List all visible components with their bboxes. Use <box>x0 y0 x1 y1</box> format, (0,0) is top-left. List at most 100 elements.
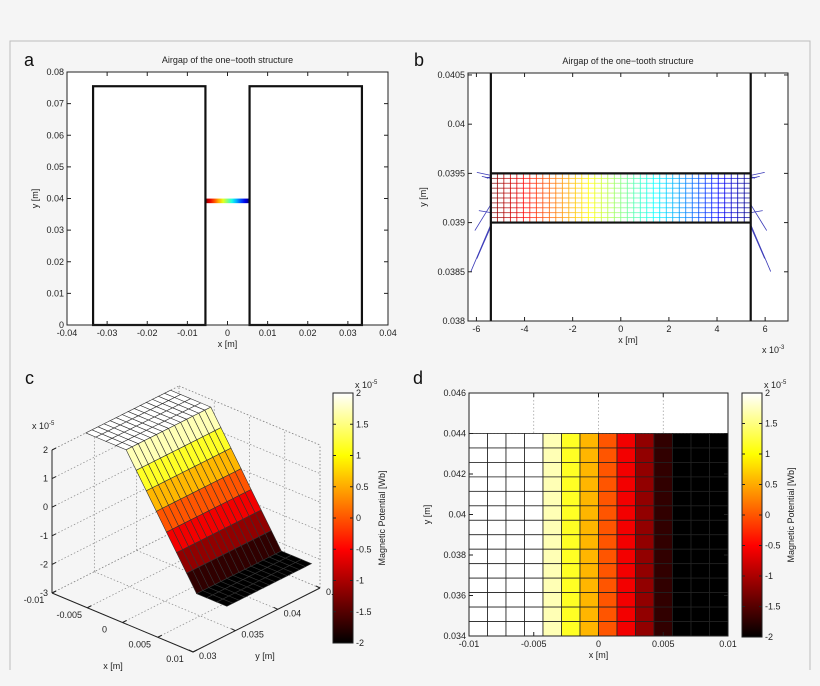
x-tick-label: 4 <box>715 324 720 334</box>
heatmap-cell <box>579 606 599 622</box>
colorbar-tick-label: 1 <box>356 451 361 461</box>
heatmap-cell <box>616 621 636 637</box>
heatmap-cell <box>468 606 488 622</box>
heatmap-cell <box>672 490 692 507</box>
heatmap-cell <box>690 577 710 594</box>
heatmap-cell <box>561 577 581 594</box>
airgap-field <box>205 198 250 204</box>
heatmap-cell <box>635 621 655 637</box>
heatmap-cell <box>709 606 729 622</box>
x-tick-label: 0.01 <box>259 328 277 338</box>
fringe-flux-line <box>750 226 766 259</box>
heatmap-cell <box>690 505 710 521</box>
heatmap-cell <box>653 606 673 622</box>
colorbar-tick-label: -0.5 <box>765 541 781 551</box>
heatmap-cell <box>635 433 655 449</box>
colorbar-tick-label: 2 <box>765 388 770 398</box>
fringe-flux-line <box>476 226 492 259</box>
colorbar-tick-label: -1 <box>765 571 773 581</box>
floor-grid-line <box>122 558 250 623</box>
heatmap-cell <box>542 548 562 565</box>
heatmap-cell <box>598 592 618 608</box>
x-tick-label: -0.03 <box>97 328 118 338</box>
heatmap-cell <box>709 621 729 637</box>
x-tick-label: -0.01 <box>24 595 45 605</box>
heatmap-cell <box>524 577 544 594</box>
heatmap-cell <box>653 462 673 478</box>
heatmap-cell <box>709 490 729 507</box>
heatmap-cell <box>505 519 525 536</box>
heatmap-cell <box>505 606 525 622</box>
heatmap-cell <box>505 476 525 492</box>
heatmap-cell <box>653 548 673 565</box>
heatmap-cell <box>709 476 729 492</box>
x-tick-mark <box>157 634 162 638</box>
heatmap-cell <box>690 519 710 536</box>
heatmap-cell <box>487 563 507 579</box>
heatmap-cell <box>561 505 581 521</box>
axes-box <box>467 72 789 322</box>
wall-grid-line <box>51 471 180 537</box>
heatmap-cell <box>690 476 710 492</box>
heatmap-cell <box>579 534 599 550</box>
z-multiplier-base: x 10 <box>32 421 49 431</box>
y-tick-label: 0.05 <box>46 162 64 172</box>
heatmap-cell <box>635 606 655 622</box>
heatmap-cell <box>672 534 692 550</box>
heatmap-cell <box>635 548 655 565</box>
heatmap-cell <box>542 577 562 594</box>
y-tick-label: 0.06 <box>46 130 64 140</box>
x-tick-label: -0.01 <box>459 639 480 649</box>
heatmap-cell <box>709 592 729 608</box>
wall-grid-line <box>51 442 180 508</box>
heatmap-cell <box>616 592 636 608</box>
heatmap-cell <box>635 592 655 608</box>
floor-grid-line <box>136 550 278 610</box>
y-tick-label: 0.038 <box>443 550 466 560</box>
y-tick-label: 0.039 <box>442 218 465 228</box>
heatmap-cell <box>616 462 636 478</box>
y-tick-label: 0.036 <box>443 591 466 601</box>
heatmap-cell <box>487 592 507 608</box>
heatmap-cell <box>505 433 525 449</box>
heatmap-cell <box>672 476 692 492</box>
heatmap-cell <box>690 592 710 608</box>
heatmap-cell <box>616 447 636 463</box>
heatmap-cell <box>616 563 636 579</box>
y-axis-line <box>192 587 321 653</box>
panel-label: a <box>24 50 35 70</box>
z-tick-label: -1 <box>40 531 48 541</box>
heatmap-cell <box>598 563 618 579</box>
x-tick-label: 2 <box>666 324 671 334</box>
fringe-flux-line <box>474 204 492 231</box>
heatmap-cell <box>542 592 562 608</box>
heatmap-cell <box>505 592 525 608</box>
x-tick-label: 0.01 <box>166 654 184 664</box>
y-tick-label: 0.03 <box>46 225 64 235</box>
heatmap-cell <box>635 519 655 536</box>
heatmap-cell <box>690 563 710 579</box>
y-axis-label: y [m] <box>418 187 428 207</box>
x-tick-label: 0 <box>225 328 230 338</box>
y-tick-label: 0.04 <box>448 510 466 520</box>
heatmap-cell <box>616 577 636 594</box>
y-axis-label: y [m] <box>255 651 275 661</box>
heatmap-cell <box>524 505 544 521</box>
z-tick-label: -3 <box>40 588 48 598</box>
heatmap-cell <box>616 606 636 622</box>
heatmap-cell <box>616 548 636 565</box>
x-tick-mark <box>87 605 92 609</box>
heatmap-cell <box>672 462 692 478</box>
x-tick-label: -0.02 <box>137 328 158 338</box>
heatmap-cell <box>672 447 692 463</box>
wall-grid-line <box>51 500 180 565</box>
fringe-flux-line <box>750 204 768 231</box>
x-tick-mark <box>122 620 127 623</box>
heatmap-cell <box>561 534 581 550</box>
heatmap-cell <box>635 534 655 550</box>
heatmap-cell <box>487 490 507 507</box>
heatmap-cell <box>561 447 581 463</box>
colorbar-tick-label: 2 <box>356 388 361 398</box>
heatmap-cell <box>468 592 488 608</box>
heatmap-cell <box>505 505 525 521</box>
